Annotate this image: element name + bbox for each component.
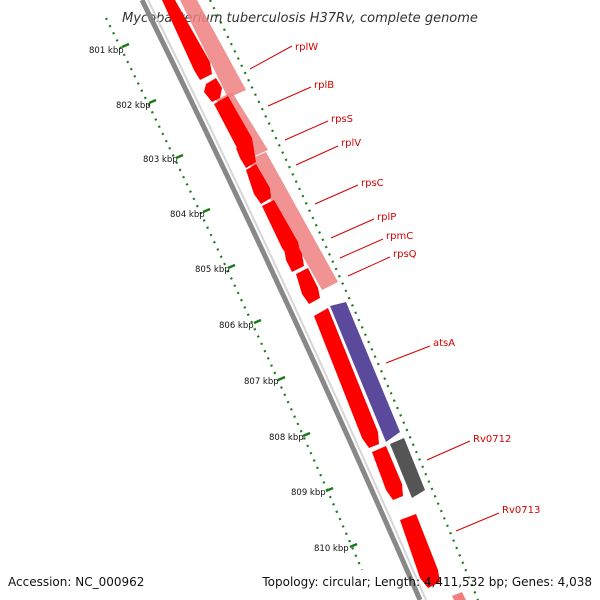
operon-segment [180,0,246,98]
callout-line [314,184,359,205]
gene-label[interactable]: rplV [341,138,361,149]
kbp-label: 804 kbp [170,210,205,220]
gene-label[interactable]: rpsS [331,114,353,125]
map-title: Mycobacterium tuberculosis H37Rv, comple… [122,11,478,26]
callout-line [347,256,391,277]
kbp-label: 806 kbp [219,321,254,331]
gene-labels: rplW rplB rpsS rplV rpsC rplP rpmC rpsQ … [295,42,540,516]
gene-label[interactable]: rpsC [361,178,384,189]
callout-line [330,218,375,239]
callout-line [295,145,339,166]
gene-label[interactable]: rpsQ [393,249,417,260]
callout-line [284,120,329,141]
kbp-label: 810 kbp [314,544,349,554]
operon-segment [452,592,466,600]
callout-line [249,45,293,70]
genome-backbone [139,0,423,600]
gene-label[interactable]: Rv0712 [473,434,511,445]
kbp-tick [277,375,286,382]
kbp-tick [121,42,130,49]
kbp-tick [349,542,358,549]
kbp-label: 801 kbp [89,46,124,56]
gene-arrow[interactable] [296,268,320,304]
kbp-label: 807 kbp [244,377,279,387]
gene-label[interactable]: atsA [433,338,455,349]
gene-arrow[interactable] [400,514,440,588]
grey-gene[interactable] [390,438,425,498]
right-tick-track [209,0,480,600]
reverse-gene[interactable] [330,302,400,442]
gene-arrow[interactable] [372,446,403,500]
callout-line [426,440,471,461]
gene-label[interactable]: rplP [377,212,396,223]
gene-label[interactable]: rplB [314,80,334,91]
forward-genes [162,0,440,588]
gene-arrow[interactable] [284,242,304,272]
gene-arrow[interactable] [162,0,212,80]
callout-line [267,86,312,107]
callouts [249,45,500,532]
gene-arrow[interactable] [204,78,222,102]
callout-line [339,238,384,259]
kbp-tick [227,263,236,270]
kbp-tick [202,207,211,214]
kbp-label: 809 kbp [291,488,326,498]
gene-arrow[interactable] [214,96,254,156]
gene-label[interactable]: Rv0713 [502,505,540,516]
kbp-label: 803 kbp [143,155,178,165]
gene-arrow[interactable] [314,308,379,448]
kbp-tick [253,318,262,325]
kbp-axis: 801 kbp 802 kbp 803 kbp 804 kbp 805 kbp … [89,42,358,554]
gene-label[interactable]: rplW [295,42,318,53]
kbp-label: 808 kbp [269,433,304,443]
gene-arrow[interactable] [262,200,300,258]
gene-arrow[interactable] [236,140,256,168]
kbp-tick [148,98,157,105]
kbp-tick [302,431,311,438]
callout-line [455,512,500,532]
gene-arrow[interactable] [246,164,271,204]
operon-segment [248,152,338,290]
kbp-tick [325,486,334,493]
kbp-tick [175,153,184,160]
kbp-label: 802 kbp [116,101,151,111]
gene-label[interactable]: rpmC [386,231,413,242]
accession-text: Accession: NC_000962 [8,575,144,589]
genome-backbone-inner [147,0,427,600]
kbp-label: 805 kbp [195,265,230,275]
topology-text: Topology: circular; Length: 4,411,532 bp… [261,575,592,589]
callout-line [385,345,431,364]
